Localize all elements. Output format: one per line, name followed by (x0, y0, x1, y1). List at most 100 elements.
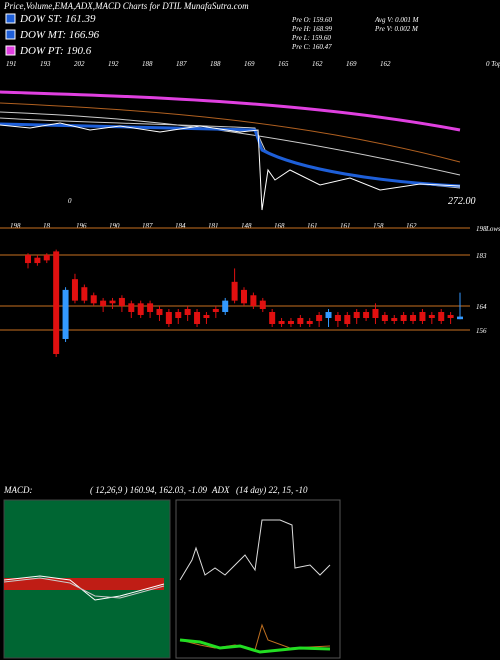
bottom-label: 161 (340, 222, 351, 230)
zero-label: 0 (68, 197, 72, 205)
bottom-label: 161 (307, 222, 318, 230)
candle-body (259, 300, 266, 309)
bottom-label: 168 (274, 222, 285, 230)
adx-label: ADX (211, 485, 230, 495)
top-label: 187 (176, 60, 187, 68)
adx-params: (14 day) 22, 15, -10 (236, 485, 308, 495)
candle-body (53, 251, 60, 354)
candle-body (231, 281, 238, 301)
bottom-label: 184 (175, 222, 186, 230)
candle-body (410, 315, 417, 321)
candle-body (287, 321, 294, 324)
top-label: 165 (278, 60, 289, 68)
candle-body (81, 287, 88, 301)
candle-body (297, 318, 304, 324)
legend-swatch (5, 13, 16, 24)
candle-body (316, 315, 323, 321)
level-label: 183 (476, 252, 487, 260)
candle-body (212, 309, 219, 312)
candle-body (419, 312, 426, 321)
info-text: Pre L: 159.60 (291, 34, 331, 42)
candle-body (438, 312, 445, 321)
top-label: 193 (40, 60, 51, 68)
candle-body (128, 303, 135, 312)
macd-params: ( 12,26,9 ) 160.94, 162.03, -1.09 (90, 485, 207, 495)
top-label: 169 (346, 60, 357, 68)
adx-drawing (179, 519, 331, 654)
candle-body (118, 297, 125, 306)
candle-body (278, 321, 285, 324)
bottom-label: 196 (76, 222, 87, 230)
ema-lines (0, 90, 461, 211)
top-label: 192 (108, 60, 119, 68)
info-text: Pre H: 168.99 (291, 25, 332, 33)
tops-label: 0 Tops (486, 60, 500, 68)
candle-body (334, 315, 341, 321)
bottom-label: 148 (241, 222, 252, 230)
candle-body (165, 312, 172, 324)
macd-drawing (3, 575, 165, 601)
candle-body (306, 321, 313, 324)
candle-body (325, 312, 332, 318)
candle-body (184, 309, 191, 315)
candle-body (372, 309, 379, 318)
candle-body (353, 312, 360, 318)
level-label: 164 (476, 303, 487, 311)
candle-body (457, 316, 463, 320)
top-label: 162 (380, 60, 391, 68)
candle-body (203, 315, 210, 318)
candle-body (250, 295, 257, 306)
candle-body (137, 303, 144, 315)
level-label: 198 (476, 225, 487, 233)
level-note: Lows (485, 225, 500, 233)
bottom-label: 181 (208, 222, 219, 230)
info-text: Avg V: 0.001 M (374, 16, 420, 24)
candle-body (71, 279, 78, 301)
candle-body (194, 312, 201, 324)
bottom-label: 18 (43, 222, 51, 230)
candle-body (62, 289, 69, 339)
price-label: 272.00 (448, 196, 476, 207)
info-text: Pre V: 0.002 M (374, 25, 419, 33)
candle-body (34, 257, 41, 264)
candle-body (400, 315, 407, 321)
top-label: 169 (244, 60, 255, 68)
bottom-label: 158 (373, 222, 384, 230)
candle-body (381, 315, 388, 321)
candle-body (43, 255, 50, 261)
candle-body (241, 289, 247, 304)
candle-body (269, 312, 276, 324)
legend-swatch (5, 45, 16, 56)
candle-body (100, 300, 107, 306)
legend-swatch (5, 29, 16, 40)
legend-label: DOW ST: 161.39 (19, 13, 96, 25)
top-label: 188 (142, 60, 153, 68)
candle-body (175, 312, 182, 318)
bottom-label: 190 (109, 222, 120, 230)
candle-body (156, 309, 163, 315)
candle-body (428, 315, 435, 318)
candle-body (391, 318, 398, 321)
candle-body (363, 312, 370, 318)
top-label: 162 (312, 60, 323, 68)
adx-panel (175, 499, 341, 659)
candle-body (147, 303, 154, 312)
candle-body (344, 315, 351, 324)
top-label: 188 (210, 60, 221, 68)
candle-body (25, 255, 31, 264)
level-label: 156 (476, 327, 487, 335)
candle-body (222, 300, 229, 312)
top-label: 202 (74, 60, 85, 68)
bottom-label: 162 (406, 222, 417, 230)
legend-label: DOW PT: 190.6 (19, 45, 92, 57)
candle-body (447, 315, 454, 318)
title: Price,Volume,EMA,ADX,MACD Charts for DTI… (3, 1, 249, 11)
legend-label: DOW MT: 166.96 (19, 29, 100, 41)
candle-body (109, 300, 116, 304)
bottom-label: 187 (142, 222, 153, 230)
candle-body (90, 295, 97, 304)
bottom-label: 198 (10, 222, 21, 230)
info-text: Pre C: 160.47 (291, 43, 332, 51)
top-label: 191 (6, 60, 17, 68)
